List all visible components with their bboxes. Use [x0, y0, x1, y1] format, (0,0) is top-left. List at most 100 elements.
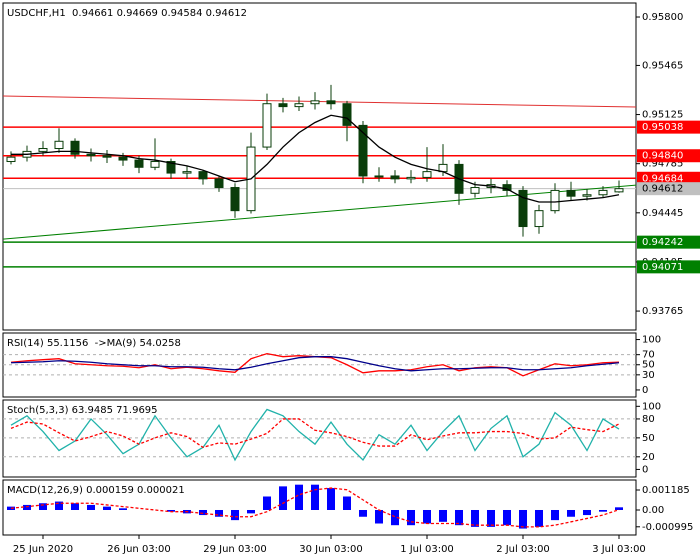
level-label: 0.95038 — [642, 122, 683, 133]
level-label-box — [637, 120, 700, 134]
histogram-bar — [471, 509, 479, 527]
histogram-bar — [215, 509, 223, 517]
y-tick-label: 100 — [642, 335, 661, 346]
y-tick-label: 0.93765 — [642, 306, 683, 317]
candle-body — [390, 175, 400, 180]
y-tick-label: 0 — [642, 464, 648, 475]
y-tick-label: 0.95125 — [642, 110, 683, 121]
x-tick-label: 2 Jul 03:00 — [496, 544, 550, 555]
candle-body — [534, 210, 544, 228]
trend-line — [2, 184, 637, 240]
histogram-bar — [71, 503, 79, 510]
histogram-bar — [23, 504, 31, 510]
candle-body — [6, 156, 16, 163]
candle-body — [294, 103, 304, 108]
candle-body — [342, 103, 352, 126]
candle-body — [134, 159, 144, 168]
level-label: 0.94684 — [642, 173, 683, 184]
histogram-bar — [247, 509, 255, 514]
panel-title: USDCHF,H1 0.94661 0.94669 0.94584 0.9461… — [7, 8, 247, 19]
y-tick-label: 0.95465 — [642, 60, 683, 71]
candle-body — [214, 178, 224, 189]
panel-frame — [2, 2, 637, 331]
x-tick-label: 3 Jul 03:00 — [592, 544, 646, 555]
x-tick-label: 29 Jun 03:00 — [203, 544, 267, 555]
histogram-bar — [423, 509, 431, 524]
candle-body — [86, 153, 96, 157]
histogram-bar — [535, 509, 543, 527]
panel-frame — [2, 399, 637, 478]
level-label: 0.94242 — [642, 237, 683, 248]
histogram-bar — [39, 503, 47, 510]
histogram-bar — [455, 509, 463, 526]
histogram-bar — [87, 504, 95, 510]
histogram-bar — [103, 506, 111, 510]
histogram-bar — [167, 509, 175, 512]
candle-body — [262, 103, 272, 148]
y-tick-label: 0.94785 — [642, 159, 683, 170]
y-tick-label: 50 — [642, 360, 655, 371]
y-tick-label: 20 — [642, 452, 655, 463]
histogram-bar — [487, 509, 495, 527]
histogram-bar — [359, 509, 367, 517]
candle-body — [598, 189, 608, 196]
histogram-bar — [263, 496, 271, 510]
x-tick-label: 26 Jun 03:00 — [107, 544, 171, 555]
level-label-box — [637, 171, 700, 185]
histogram-bar — [295, 484, 303, 510]
candle-body — [374, 175, 384, 178]
level-label: 0.94840 — [642, 151, 683, 162]
candle-body — [566, 189, 576, 197]
histogram-bar — [119, 508, 127, 510]
histogram-bar — [551, 509, 559, 521]
y-tick-label: 0.001185 — [642, 485, 690, 496]
candle-body — [150, 161, 160, 168]
histogram-bar — [279, 486, 287, 510]
candle-body — [38, 148, 48, 152]
histogram-bar — [343, 496, 351, 510]
candle-body — [54, 140, 64, 150]
series-line — [10, 487, 620, 528]
histogram-bar — [439, 509, 447, 522]
y-tick-label: 0.00 — [642, 505, 664, 516]
histogram-bar — [519, 509, 527, 529]
candle-body — [614, 188, 624, 193]
candle-body — [102, 155, 112, 158]
histogram-bar — [391, 509, 399, 526]
y-tick-label: 0.95800 — [642, 12, 683, 23]
candle-body — [550, 189, 560, 212]
histogram-bar — [503, 509, 511, 526]
level-label-box — [637, 235, 700, 249]
panel-title: Stoch(5,3,3) 63.9485 71.9695 — [7, 405, 158, 416]
histogram-bar — [327, 488, 335, 510]
candle-body — [358, 124, 368, 177]
histogram-bar — [599, 509, 607, 512]
panel-title: MACD(12,26,9) 0.000159 0.000021 — [7, 485, 185, 496]
candle-body — [198, 171, 208, 180]
panel-title: RSI(14) 55.1156 ->MA(9) 54.0258 — [7, 338, 181, 349]
candle-body — [470, 187, 480, 194]
series-line — [10, 408, 620, 462]
level-label-box — [637, 182, 700, 196]
histogram-bar — [567, 509, 575, 517]
histogram-bar — [583, 509, 591, 516]
level-label-box — [637, 260, 700, 274]
candle-body — [422, 171, 432, 178]
candle-body — [406, 176, 416, 180]
candle-body — [70, 140, 80, 155]
candle-body — [582, 194, 592, 197]
histogram-bar — [375, 509, 383, 524]
candle-body — [326, 100, 336, 105]
y-tick-label: 0.94445 — [642, 208, 683, 219]
series-line — [11, 114, 620, 203]
level-label: 0.94071 — [642, 262, 683, 273]
x-tick-label: 30 Jun 03:00 — [299, 544, 363, 555]
y-tick-label: 30 — [642, 370, 655, 381]
panel-frame — [2, 479, 637, 536]
y-tick-label: 100 — [642, 401, 661, 412]
candle-body — [118, 156, 128, 161]
y-tick-label: 80 — [642, 414, 655, 425]
histogram-bar — [407, 509, 415, 526]
